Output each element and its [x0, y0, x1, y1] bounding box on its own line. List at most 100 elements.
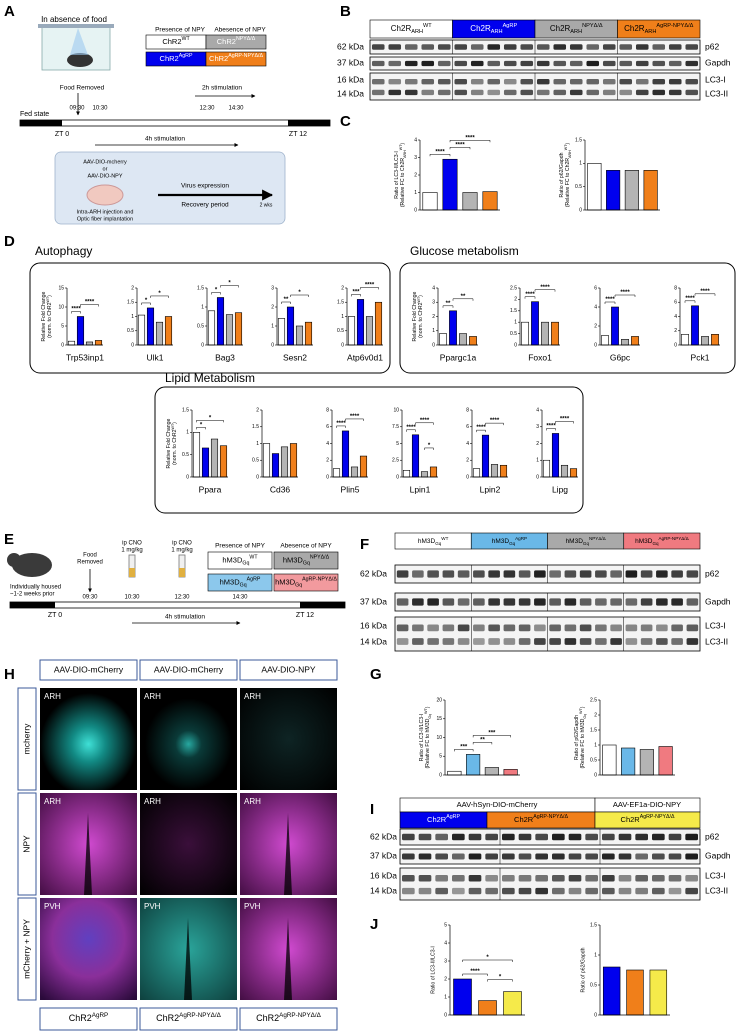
blot-band	[437, 78, 451, 85]
blot-band	[579, 570, 592, 578]
y-tick-label: 3	[271, 285, 274, 291]
significance-bracket	[429, 154, 451, 157]
blot-band	[619, 44, 633, 50]
bar	[216, 297, 225, 346]
y-tick-label: 2.5	[392, 458, 399, 464]
y-tick-label: 2	[256, 407, 259, 413]
significance-bracket	[424, 447, 434, 450]
y-tick-label: 0	[594, 342, 597, 348]
bar	[280, 446, 289, 478]
dark-phase	[288, 120, 330, 126]
label-part: )	[418, 295, 424, 297]
y-axis-label: Ratio of LC3-II/LC3-I	[394, 151, 400, 199]
label-part: ARH	[491, 29, 503, 35]
label-part: AgRP	[515, 536, 527, 541]
x-axis-label: G6pc	[610, 352, 631, 362]
blot-band	[457, 570, 470, 578]
blot-band	[625, 638, 638, 645]
label-part: hM3D	[418, 538, 436, 545]
label: Abesence of NPY	[280, 543, 332, 550]
label-part: WT	[249, 555, 258, 561]
blot-band	[371, 44, 385, 50]
blot-band	[518, 875, 532, 882]
bar	[542, 459, 551, 478]
y-axis-label: Ratio of p62/Gapdh	[559, 152, 565, 197]
label: AAV-DIO-NPY	[261, 664, 315, 674]
blot-band	[396, 638, 409, 645]
blot-band	[457, 624, 470, 632]
x-axis-label: Pck1	[691, 352, 710, 362]
blot-band	[452, 875, 465, 882]
significance-label: ****	[470, 969, 480, 975]
significance-label: **	[480, 737, 485, 743]
bar	[606, 170, 621, 211]
blot-band	[640, 598, 653, 606]
y-tick-label: 1	[271, 323, 274, 329]
mouse	[12, 553, 52, 577]
blot-band	[585, 853, 598, 860]
blot-band	[421, 60, 435, 67]
blot-band	[418, 887, 432, 895]
y-tick-label: 6	[674, 300, 677, 306]
bar	[469, 336, 477, 346]
label-part: Gq	[435, 541, 442, 546]
significance-label: ****	[85, 300, 95, 306]
bar	[602, 744, 617, 776]
label-part: AgRP-NPYΔ/Δ	[179, 1012, 221, 1019]
blot-band	[485, 875, 498, 882]
blot-band	[568, 853, 582, 860]
y-axis-label: Relative Fold Change	[41, 291, 47, 341]
blot-band	[618, 853, 632, 860]
label-part: hM3D	[222, 555, 243, 564]
group-frame	[399, 262, 736, 374]
y-tick-label: 3	[432, 300, 435, 306]
label-part: )	[400, 143, 406, 145]
significance-label: ****	[700, 289, 710, 295]
blot-band	[534, 624, 546, 632]
group-label: Ch2RARHAgRP	[470, 23, 517, 35]
blot-band	[435, 875, 448, 882]
group-label: Ch2RARHAgRP-NPYΔ/Δ	[624, 23, 694, 35]
label-part: AgRP	[503, 23, 518, 29]
label-part: )	[47, 295, 53, 297]
blot-band	[569, 89, 583, 96]
label: Virus expression	[181, 183, 229, 190]
panel-letter: B	[340, 3, 351, 20]
y-tick-label: 4	[414, 137, 417, 143]
y-tick-label: 8	[466, 407, 469, 413]
group-label: Ch2RAgRP-NPYΔ/Δ	[621, 814, 675, 824]
significance-label: *	[298, 290, 301, 296]
y-tick-label: 2	[514, 297, 517, 303]
label-part: )	[580, 706, 586, 708]
y-tick-label: 0	[61, 342, 64, 348]
blot-band	[518, 638, 531, 645]
blot-band	[635, 833, 648, 841]
bar	[341, 430, 350, 478]
blot-band	[635, 887, 648, 895]
blot-band	[656, 638, 668, 645]
blot-band	[579, 598, 592, 606]
bar	[521, 321, 529, 346]
y-tick-label: 1	[131, 314, 134, 320]
significance-label: *	[428, 443, 431, 449]
label-part: NPYΔ/Δ	[582, 23, 603, 29]
blot-band	[569, 44, 583, 50]
y-axis-label: (norm. to ChR2WT)	[46, 295, 53, 338]
significance-bracket	[684, 300, 696, 303]
y-tick-label: 0	[201, 342, 204, 348]
bar	[94, 340, 103, 346]
micrograph	[240, 688, 337, 790]
significance-label: **	[461, 294, 466, 300]
bar	[621, 747, 636, 776]
bar	[611, 306, 619, 346]
blot-band	[635, 853, 648, 860]
blot-band	[585, 833, 598, 841]
label-part: Ch2R	[621, 815, 641, 824]
blot-band	[586, 60, 600, 67]
bar	[225, 314, 234, 346]
y-tick-label: 1	[414, 190, 417, 196]
genotype-box	[39, 1007, 138, 1031]
label-part: WT	[441, 536, 448, 541]
blot-band	[437, 60, 451, 67]
label: ~1-2 weeks prior	[10, 592, 55, 598]
